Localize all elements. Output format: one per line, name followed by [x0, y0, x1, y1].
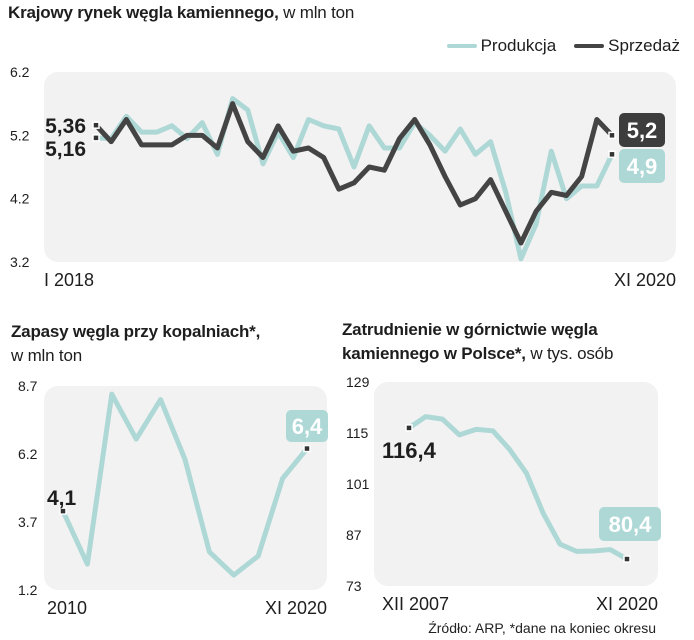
chart2-end-marker	[303, 444, 311, 453]
chart2-title: Zapasy węgla przy kopalniach*, w mln ton	[11, 320, 331, 368]
chart3-plot-area	[374, 382, 658, 586]
legend-item-produkcja: Produkcja	[446, 36, 557, 56]
chart2-ytick-3: 1.2	[18, 582, 38, 598]
chart1-ytick-0: 6.2	[10, 64, 30, 80]
chart1-end-marker-produkcja	[608, 150, 616, 159]
chart3-end-label-box	[599, 507, 661, 541]
chart1-start-label-produkcja: 5,16	[45, 138, 86, 161]
chart2-coal-stocks: 8.7 6.2 3.7 1.2 4,1 6,4 2010 XI 2020	[18, 378, 328, 618]
chart3-end-marker	[623, 555, 631, 563]
chart1-end-marker-sprzedaz	[608, 131, 616, 140]
chart1-end-label-sprzedaz-box	[619, 113, 665, 147]
chart3-ytick-0: 129	[346, 374, 370, 390]
chart1-title: Krajowy rynek węgla kamiennego, w mln to…	[8, 1, 354, 25]
chart1-unit: w mln ton	[283, 3, 355, 22]
chart2-xtick-start: 2010	[47, 598, 87, 618]
chart2-start-label: 4,1	[47, 487, 77, 510]
chart3-start-label: 116,4	[382, 438, 437, 463]
chart1-legend: Produkcja Sprzedaż	[437, 36, 680, 56]
chart3-ytick-1: 115	[346, 425, 369, 441]
chart2-xtick-end: XI 2020	[265, 598, 327, 618]
chart2-title-text: Zapasy węgla przy kopalniach*,	[11, 322, 261, 341]
chart2-end-label-text: 6,4	[292, 414, 323, 439]
chart2-ytick-2: 3.7	[18, 514, 38, 530]
chart1-series-sprzedaz	[93, 101, 615, 246]
chart1-plot-area	[44, 72, 676, 262]
legend-item-sprzedaz: Sprzedaż	[574, 36, 680, 56]
chart1-xtick-end: XI 2020	[614, 270, 676, 290]
chart1-coal-market: 6.2 5.2 4.2 3.2 5,365,16 5,2 4,9 I 2018 XI 2020	[10, 64, 676, 290]
chart1-end-label-produkcja-box	[619, 149, 665, 183]
chart2-ytick-1: 6.2	[18, 446, 38, 462]
chart3-series-zatrudnienie	[406, 414, 630, 562]
chart1-title-text: Krajowy rynek węgla kamiennego,	[8, 3, 279, 22]
chart2-unit: w mln ton	[11, 346, 82, 365]
legend-swatch-produkcja	[446, 44, 477, 48]
chart2-start-marker	[59, 507, 67, 515]
chart1-ytick-1: 5.2	[10, 127, 30, 143]
chart1-start-marker-sprzedaz	[92, 121, 100, 129]
chart2-end-label-box	[286, 410, 328, 442]
chart1-end-label-produkcja-text: 4,9	[627, 154, 658, 179]
chart3-ytick-4: 73	[346, 578, 362, 594]
chart1-xtick-start: I 2018	[44, 270, 94, 290]
chart1-ytick-3: 3.2	[10, 254, 30, 270]
chart3-ytick-3: 87	[346, 527, 362, 543]
chart2-ytick-0: 8.7	[18, 378, 38, 394]
legend-swatch-sprzedaz	[574, 44, 605, 48]
chart2-series-zapasy	[60, 391, 310, 578]
legend-label-produkcja: Produkcja	[480, 36, 557, 55]
chart1-ytick-2: 4.2	[10, 191, 30, 207]
legend-label-sprzedaz: Sprzedaż	[608, 36, 680, 55]
chart3-title: Zatrudnienie w górnictwie węgla kamienne…	[342, 318, 694, 366]
chart1-series-produkcja	[93, 96, 615, 262]
chart3-start-marker	[405, 424, 413, 432]
chart3-xtick-start: XII 2007	[382, 594, 449, 614]
chart1-start-label-sprzedaz: 5,36	[45, 115, 86, 138]
source-note: Źródło: ARP, *dane na koniec okresu	[428, 620, 656, 636]
chart3-end-label-text: 80,4	[609, 512, 653, 537]
chart1-end-label-sprzedaz-text: 5,2	[627, 118, 658, 143]
chart3-unit: w tys. osób	[530, 344, 614, 363]
chart3-title-text: Zatrudnienie w górnictwie węgla kamienne…	[342, 320, 598, 363]
chart1-start-marker-produkcja	[92, 134, 100, 142]
chart3-employment: 129 115 101 87 73 116,4 80,4 XII 2007 XI 2020	[346, 374, 661, 614]
chart2-plot-area	[44, 386, 327, 590]
chart3-ytick-2: 101	[346, 476, 370, 492]
chart3-xtick-end: XI 2020	[596, 594, 658, 614]
